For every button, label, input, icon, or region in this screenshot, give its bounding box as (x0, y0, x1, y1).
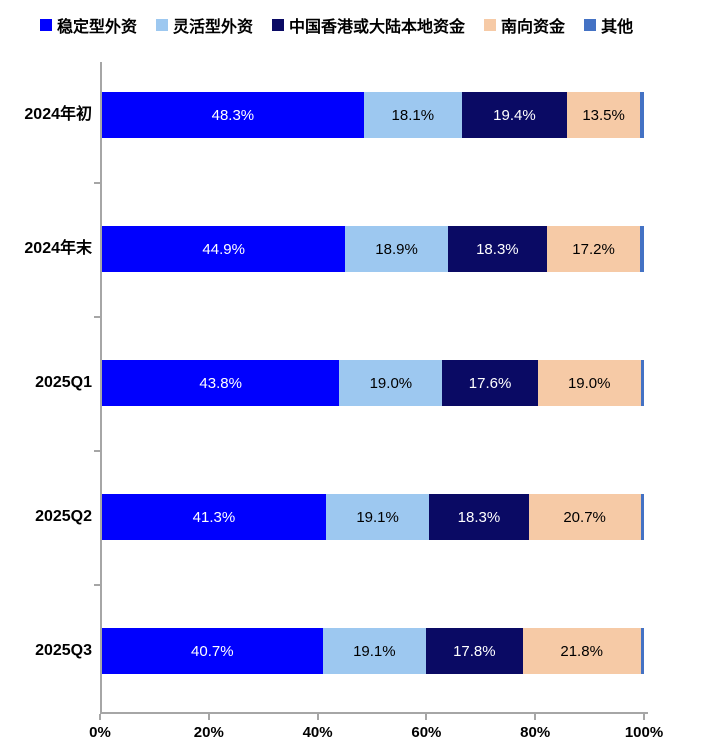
bar-segment: 17.2% (546, 226, 641, 272)
legend-swatch-icon (40, 19, 52, 31)
x-axis-label: 20% (193, 724, 224, 741)
bar-segment: 19.4% (461, 92, 568, 138)
x-axis-tick (316, 714, 319, 720)
bar-segment: 18.3% (447, 226, 547, 272)
bar-segment-label: 18.3% (457, 508, 501, 526)
x-axis-label: 60% (411, 724, 442, 741)
bar-segment: 43.8% (102, 360, 340, 406)
plot-area: 2024年初 48.3% 18.1% 19.4% 13.5% 2024年末 44.9% 18.… (0, 62, 704, 755)
x-axis-label: 40% (302, 724, 333, 741)
x-axis-tick (207, 714, 210, 720)
category-label: 2025Q3 (35, 642, 92, 659)
bar-segment: 18.9% (345, 226, 448, 272)
legend-label: 南向资金 (501, 19, 566, 36)
bar-track: 48.3% 18.1% 19.4% 13.5% (102, 92, 644, 138)
bar-segment-label: 19.1% (356, 508, 399, 526)
legend-item: 南向资金 (484, 13, 565, 37)
bar-segment-label: 13.5% (582, 106, 625, 124)
bar-segment-label: 19.1% (353, 642, 396, 660)
x-axis-label: 0% (89, 724, 111, 741)
y-axis-line (100, 62, 102, 714)
bar-segment: 20.7% (528, 494, 641, 540)
x-axis-line (100, 712, 648, 714)
category-label: 2024年初 (24, 106, 92, 123)
bar-segment: 17.8% (426, 628, 523, 674)
legend-swatch-icon (584, 19, 597, 31)
bar-segment: 44.9% (102, 226, 346, 272)
bar-segment (640, 494, 644, 540)
category-label: 2025Q1 (35, 374, 92, 391)
legend: 稳定型外资 灵活型外资 中国香港或大陆本地资金 南向资金 其他 (40, 13, 633, 37)
bar-segment: 19.1% (325, 494, 430, 540)
chart-row: 2024年末 44.9% 18.9% 18.3% 17.2% (0, 226, 704, 272)
bar-segment-label: 17.6% (468, 374, 512, 392)
bar-segment: 18.1% (363, 92, 462, 138)
legend-swatch-icon (272, 19, 285, 31)
bar-segment-label: 20.7% (563, 508, 606, 526)
bar-track: 40.7% 19.1% 17.8% 21.8% (102, 628, 644, 674)
y-axis-tick (94, 584, 100, 586)
bar-segment-label: 17.2% (572, 240, 615, 258)
x-axis-tick (99, 714, 101, 720)
x-axis-label: 100% (624, 724, 664, 741)
x-axis-tick (425, 714, 428, 720)
bar-segment-label: 17.8% (453, 642, 496, 660)
legend-label: 稳定型外资 (57, 19, 138, 36)
bar-segment-label: 40.7% (191, 642, 234, 660)
x-axis-label: 80% (520, 724, 551, 741)
bar-segment: 17.6% (442, 360, 538, 406)
bar-segment-label: 41.3% (192, 508, 236, 526)
bar-segment-label: 21.8% (560, 642, 603, 660)
bar-track: 43.8% 19.0% 17.6% 19.0% (102, 360, 644, 406)
bar-segment-label: 18.1% (391, 106, 435, 124)
bar-segment-label: 18.3% (476, 240, 519, 258)
y-axis-tick (94, 450, 100, 452)
legend-item: 其他 (584, 13, 633, 37)
bar-segment-label: 19.0% (369, 374, 413, 392)
bar-segment: 40.7% (102, 628, 323, 674)
bar-segment-label: 43.8% (199, 374, 242, 392)
bar-track: 44.9% 18.9% 18.3% 17.2% (102, 226, 644, 272)
chart-row: 2025Q1 43.8% 19.0% 17.6% 19.0% (0, 360, 704, 406)
bar-segment (640, 226, 644, 272)
bar-segment: 48.3% (102, 92, 364, 138)
bar-segment-label: 18.9% (375, 240, 418, 258)
legend-swatch-icon (484, 19, 497, 31)
chart-row: 2025Q3 40.7% 19.1% 17.8% 21.8% (0, 628, 704, 674)
bar-segment: 21.8% (522, 628, 641, 674)
bar-segment-label: 44.9% (202, 240, 245, 258)
y-axis-tick (94, 182, 100, 184)
category-label: 2025Q2 (35, 508, 92, 525)
bar-segment-label: 19.0% (567, 374, 611, 392)
bar-segment-label: 48.3% (211, 106, 255, 124)
bar-segment: 41.3% (102, 494, 326, 540)
chart-row: 2025Q2 41.3% 19.1% 18.3% 20.7% (0, 494, 704, 540)
legend-item: 灵活型外资 (156, 13, 253, 37)
bar-segment: 19.1% (322, 628, 427, 674)
legend-item: 中国香港或大陆本地资金 (272, 13, 465, 37)
bar-track: 41.3% 19.1% 18.3% 20.7% (102, 494, 644, 540)
bar-segment: 19.0% (537, 360, 641, 406)
legend-swatch-icon (156, 19, 169, 31)
bar-segment: 19.0% (339, 360, 443, 406)
y-axis-tick (94, 316, 100, 318)
bar-segment: 18.3% (429, 494, 529, 540)
x-axis-tick (643, 714, 645, 720)
bar-segment: 13.5% (567, 92, 641, 138)
bar-segment (640, 628, 644, 674)
bar-segment-label: 19.4% (493, 106, 536, 124)
bar-segment (640, 92, 644, 138)
legend-label: 其他 (601, 19, 634, 36)
legend-item: 稳定型外资 (40, 13, 137, 37)
bar-segment (640, 360, 644, 406)
legend-label: 中国香港或大陆本地资金 (289, 19, 466, 36)
legend-label: 灵活型外资 (173, 19, 254, 36)
category-label: 2024年末 (24, 240, 92, 257)
chart-row: 2024年初 48.3% 18.1% 19.4% 13.5% (0, 92, 704, 138)
x-axis-tick (534, 714, 537, 720)
